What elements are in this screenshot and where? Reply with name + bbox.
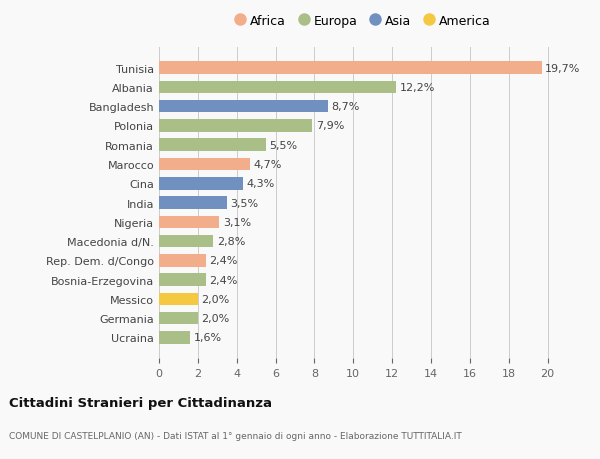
Text: 8,7%: 8,7% [332,102,360,112]
Text: 1,6%: 1,6% [194,333,222,343]
Bar [159,101,328,113]
Text: 19,7%: 19,7% [545,63,581,73]
Bar [159,216,219,229]
Bar [159,197,227,209]
Bar [159,235,214,248]
Text: 2,0%: 2,0% [202,294,230,304]
Text: 3,1%: 3,1% [223,218,251,227]
Text: 7,9%: 7,9% [316,121,344,131]
Bar [159,120,313,133]
Bar [159,139,266,151]
Bar [159,274,206,286]
Bar [159,178,242,190]
Text: 3,5%: 3,5% [230,198,259,208]
Bar [159,62,542,75]
Text: 5,5%: 5,5% [269,140,298,151]
Text: COMUNE DI CASTELPLANIO (AN) - Dati ISTAT al 1° gennaio di ogni anno - Elaborazio: COMUNE DI CASTELPLANIO (AN) - Dati ISTAT… [9,431,462,440]
Bar [159,312,198,325]
Legend: Africa, Europa, Asia, America: Africa, Europa, Asia, America [230,10,496,33]
Bar [159,255,206,267]
Text: 2,0%: 2,0% [202,313,230,324]
Text: 2,4%: 2,4% [209,256,238,266]
Text: Cittadini Stranieri per Cittadinanza: Cittadini Stranieri per Cittadinanza [9,396,272,409]
Bar [159,293,198,306]
Bar [159,158,250,171]
Text: 4,3%: 4,3% [246,179,274,189]
Text: 2,8%: 2,8% [217,236,245,246]
Bar [159,331,190,344]
Text: 4,7%: 4,7% [254,160,282,170]
Text: 12,2%: 12,2% [400,83,435,93]
Bar [159,82,396,94]
Text: 2,4%: 2,4% [209,275,238,285]
